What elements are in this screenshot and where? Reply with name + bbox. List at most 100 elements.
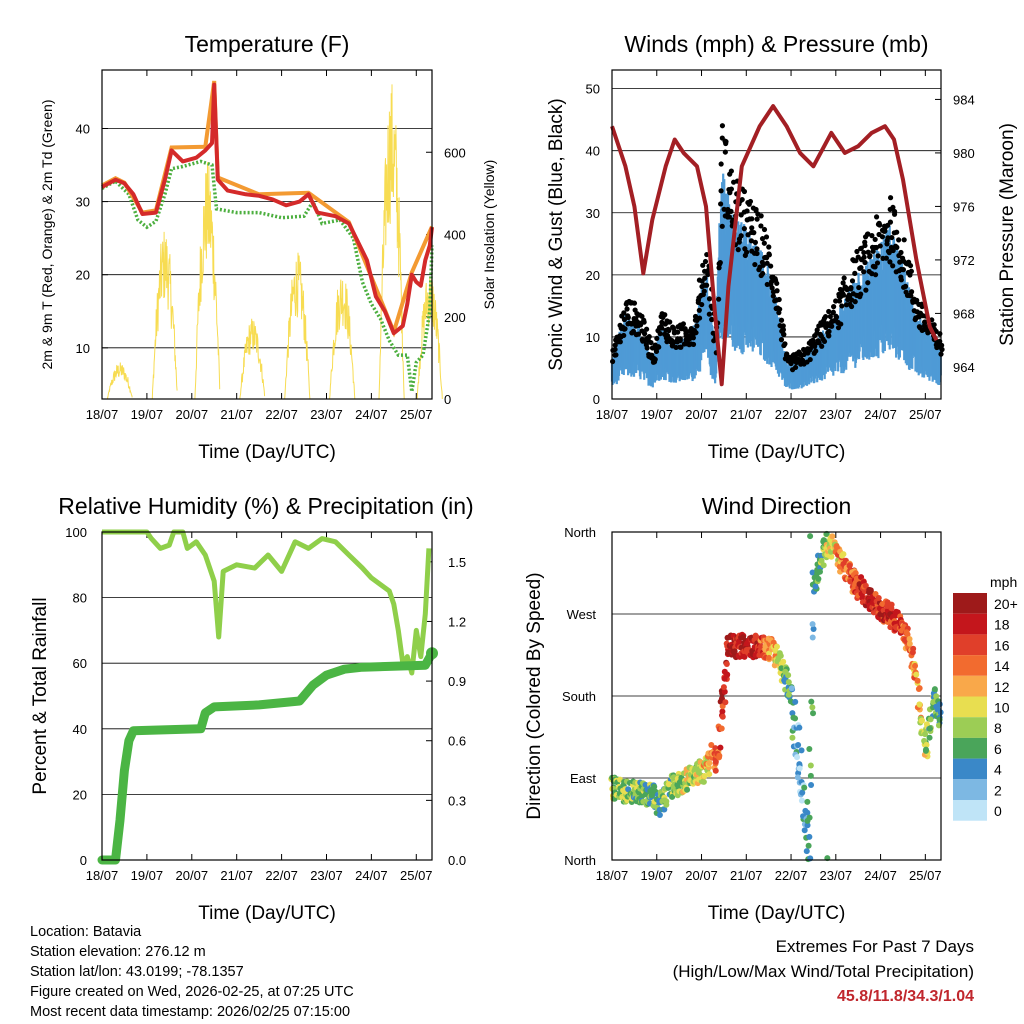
gust-point <box>612 346 618 353</box>
y-tick-label: 10 <box>586 330 600 345</box>
gust-point <box>766 251 772 257</box>
colorbar-swatch <box>953 696 987 718</box>
insolation-peak <box>416 276 443 400</box>
gust-point <box>754 250 760 257</box>
x-tick-label: 20/07 <box>176 868 209 883</box>
gust-point <box>890 263 896 269</box>
direction-point <box>931 686 938 693</box>
direction-point <box>788 685 795 692</box>
colorbar-swatch <box>953 717 987 738</box>
direction-point <box>807 772 814 779</box>
gust-point <box>887 219 894 225</box>
direction-point <box>818 557 825 564</box>
y2-axis-label: Solar Insolation (Yellow) <box>481 160 497 310</box>
y2-tick-label: 0.9 <box>448 674 466 689</box>
y-tick-label: 20 <box>76 268 90 283</box>
colorbar-swatch <box>953 634 987 656</box>
gust-point <box>886 250 892 256</box>
gust-point <box>754 216 760 222</box>
gust-point <box>907 262 914 269</box>
y-tick-label: East <box>570 771 596 786</box>
x-tick-label: 20/07 <box>685 407 718 422</box>
gust-point <box>706 296 713 302</box>
direction-point <box>810 710 817 717</box>
direction-point <box>794 774 801 781</box>
x-tick-label: 24/07 <box>864 868 897 883</box>
direction-point <box>815 575 822 582</box>
direction-point <box>809 704 816 711</box>
gust-point <box>694 323 700 329</box>
direction-point <box>661 806 668 813</box>
y2-tick-label: 0.0 <box>448 853 466 868</box>
y-tick-label: North <box>564 525 596 540</box>
gust-point <box>858 265 864 271</box>
gust-point <box>780 323 786 329</box>
y2-tick-label: 984 <box>953 92 975 107</box>
colorbar-swatch <box>953 655 987 676</box>
y2-tick-label: 400 <box>444 228 466 243</box>
gust-point <box>646 334 652 340</box>
gust-point <box>754 246 760 252</box>
location-text: Location: Batavia <box>30 924 142 940</box>
direction-point <box>805 842 812 849</box>
extremes-subtitle: (High/Low/Max Wind/Total Precipitation) <box>672 962 974 981</box>
gust-point <box>863 287 869 293</box>
y2-tick-label: 0.6 <box>448 734 466 749</box>
created-text: Figure created on Wed, 2026-02-25, at 07… <box>30 984 354 1000</box>
x-tick-label: 20/07 <box>176 407 209 422</box>
direction-point <box>809 621 816 628</box>
gust-point <box>758 213 764 219</box>
gust-point <box>610 358 616 365</box>
x-tick-label: 19/07 <box>640 868 673 883</box>
gust-point <box>885 235 891 241</box>
gust-point <box>908 293 914 299</box>
gust-point <box>821 338 828 345</box>
gust-point <box>883 255 889 261</box>
x-tick-label: 18/07 <box>86 407 119 422</box>
x-tick-label: 20/07 <box>685 868 718 883</box>
direction-point <box>723 661 730 668</box>
direction-point <box>731 648 738 655</box>
direction-point <box>806 814 813 821</box>
direction-point <box>927 725 934 732</box>
gust-point <box>891 211 898 217</box>
gust-point <box>749 225 755 231</box>
direction-point <box>796 765 803 772</box>
gust-point <box>874 260 881 266</box>
y-tick-label: 20 <box>73 787 87 802</box>
direction-point <box>720 684 727 691</box>
gust-point <box>861 254 867 260</box>
y2-tick-label: 200 <box>444 310 466 325</box>
gust-point <box>728 168 734 174</box>
direction-point <box>656 811 663 818</box>
gust-point <box>654 335 660 342</box>
panel-title: Relative Humidity (%) & Precipitation (i… <box>58 493 473 519</box>
gust-point <box>744 208 750 214</box>
gust-point <box>908 268 915 274</box>
direction-point <box>875 594 882 601</box>
direction-point <box>914 677 921 684</box>
gust-point <box>617 339 623 345</box>
elevation-text: Station elevation: 276.12 m <box>30 944 206 960</box>
gust-point <box>735 247 741 253</box>
gust-point <box>939 342 945 348</box>
gust-point <box>902 283 909 289</box>
colorbar-label: 6 <box>994 741 1002 757</box>
colorbar-swatch <box>953 675 987 697</box>
x-tick-label: 22/07 <box>265 407 298 422</box>
direction-point <box>719 713 726 720</box>
gust-point <box>889 234 895 241</box>
gust-point <box>782 341 788 347</box>
x-tick-label: 18/07 <box>596 868 629 883</box>
precip-line <box>97 648 437 865</box>
gust-point <box>869 233 875 239</box>
gust-point <box>749 216 755 222</box>
direction-point <box>916 685 923 692</box>
x-tick-label: 22/07 <box>265 868 298 883</box>
gust-point <box>896 237 902 243</box>
gust-point <box>747 198 754 205</box>
plot-border <box>611 531 942 861</box>
direction-point <box>927 716 934 723</box>
y-tick-label: 30 <box>586 206 600 221</box>
direction-point <box>809 569 816 576</box>
